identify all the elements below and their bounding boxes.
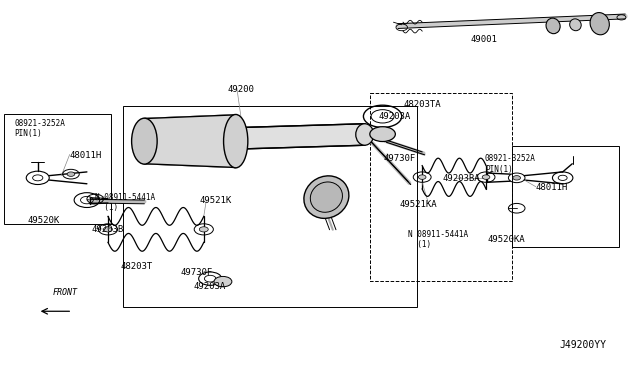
Text: 08921-3252A
PIN(1): 08921-3252A PIN(1) — [484, 154, 536, 174]
Text: 49001: 49001 — [470, 35, 497, 44]
Text: 48203TA: 48203TA — [403, 100, 441, 109]
Bar — [370, 93, 511, 280]
Polygon shape — [145, 115, 236, 167]
Ellipse shape — [570, 19, 581, 31]
Circle shape — [104, 227, 113, 232]
Text: 49203BA: 49203BA — [443, 174, 480, 183]
Circle shape — [419, 175, 426, 179]
Ellipse shape — [223, 115, 248, 168]
Circle shape — [370, 127, 396, 141]
Ellipse shape — [356, 124, 374, 145]
Circle shape — [513, 176, 520, 180]
Text: 49203A: 49203A — [193, 282, 226, 291]
Text: 49730F: 49730F — [180, 268, 213, 277]
Circle shape — [199, 227, 208, 232]
Ellipse shape — [135, 130, 154, 152]
Text: 48203T: 48203T — [121, 262, 153, 271]
Text: 49521KA: 49521KA — [400, 200, 438, 209]
Text: 08921-3252A
PIN(1): 08921-3252A PIN(1) — [15, 119, 66, 138]
Bar — [4, 114, 111, 224]
Ellipse shape — [310, 182, 342, 212]
Ellipse shape — [304, 176, 349, 218]
Ellipse shape — [132, 118, 157, 164]
Text: 49203B: 49203B — [92, 225, 124, 234]
Text: N 08911-5441A
  (1): N 08911-5441A (1) — [95, 193, 156, 212]
Text: 49520KA: 49520KA — [487, 235, 525, 244]
Text: N 08911-5441A
  (1): N 08911-5441A (1) — [408, 230, 468, 249]
Circle shape — [214, 276, 232, 287]
Text: 49730F: 49730F — [384, 154, 416, 164]
Text: 48011H: 48011H — [536, 183, 568, 192]
Circle shape — [67, 172, 75, 176]
Text: 48011H: 48011H — [70, 151, 102, 160]
Ellipse shape — [546, 18, 560, 34]
Polygon shape — [145, 124, 365, 152]
Bar — [511, 146, 619, 247]
Text: 49520K: 49520K — [28, 217, 60, 225]
Ellipse shape — [590, 13, 609, 35]
Text: 49200: 49200 — [227, 85, 254, 94]
Bar — [124, 106, 417, 307]
Text: FRONT: FRONT — [53, 288, 78, 297]
Text: J49200YY: J49200YY — [559, 340, 607, 350]
Text: 49203A: 49203A — [379, 112, 411, 121]
Circle shape — [482, 175, 490, 179]
Text: 49521K: 49521K — [200, 196, 232, 205]
